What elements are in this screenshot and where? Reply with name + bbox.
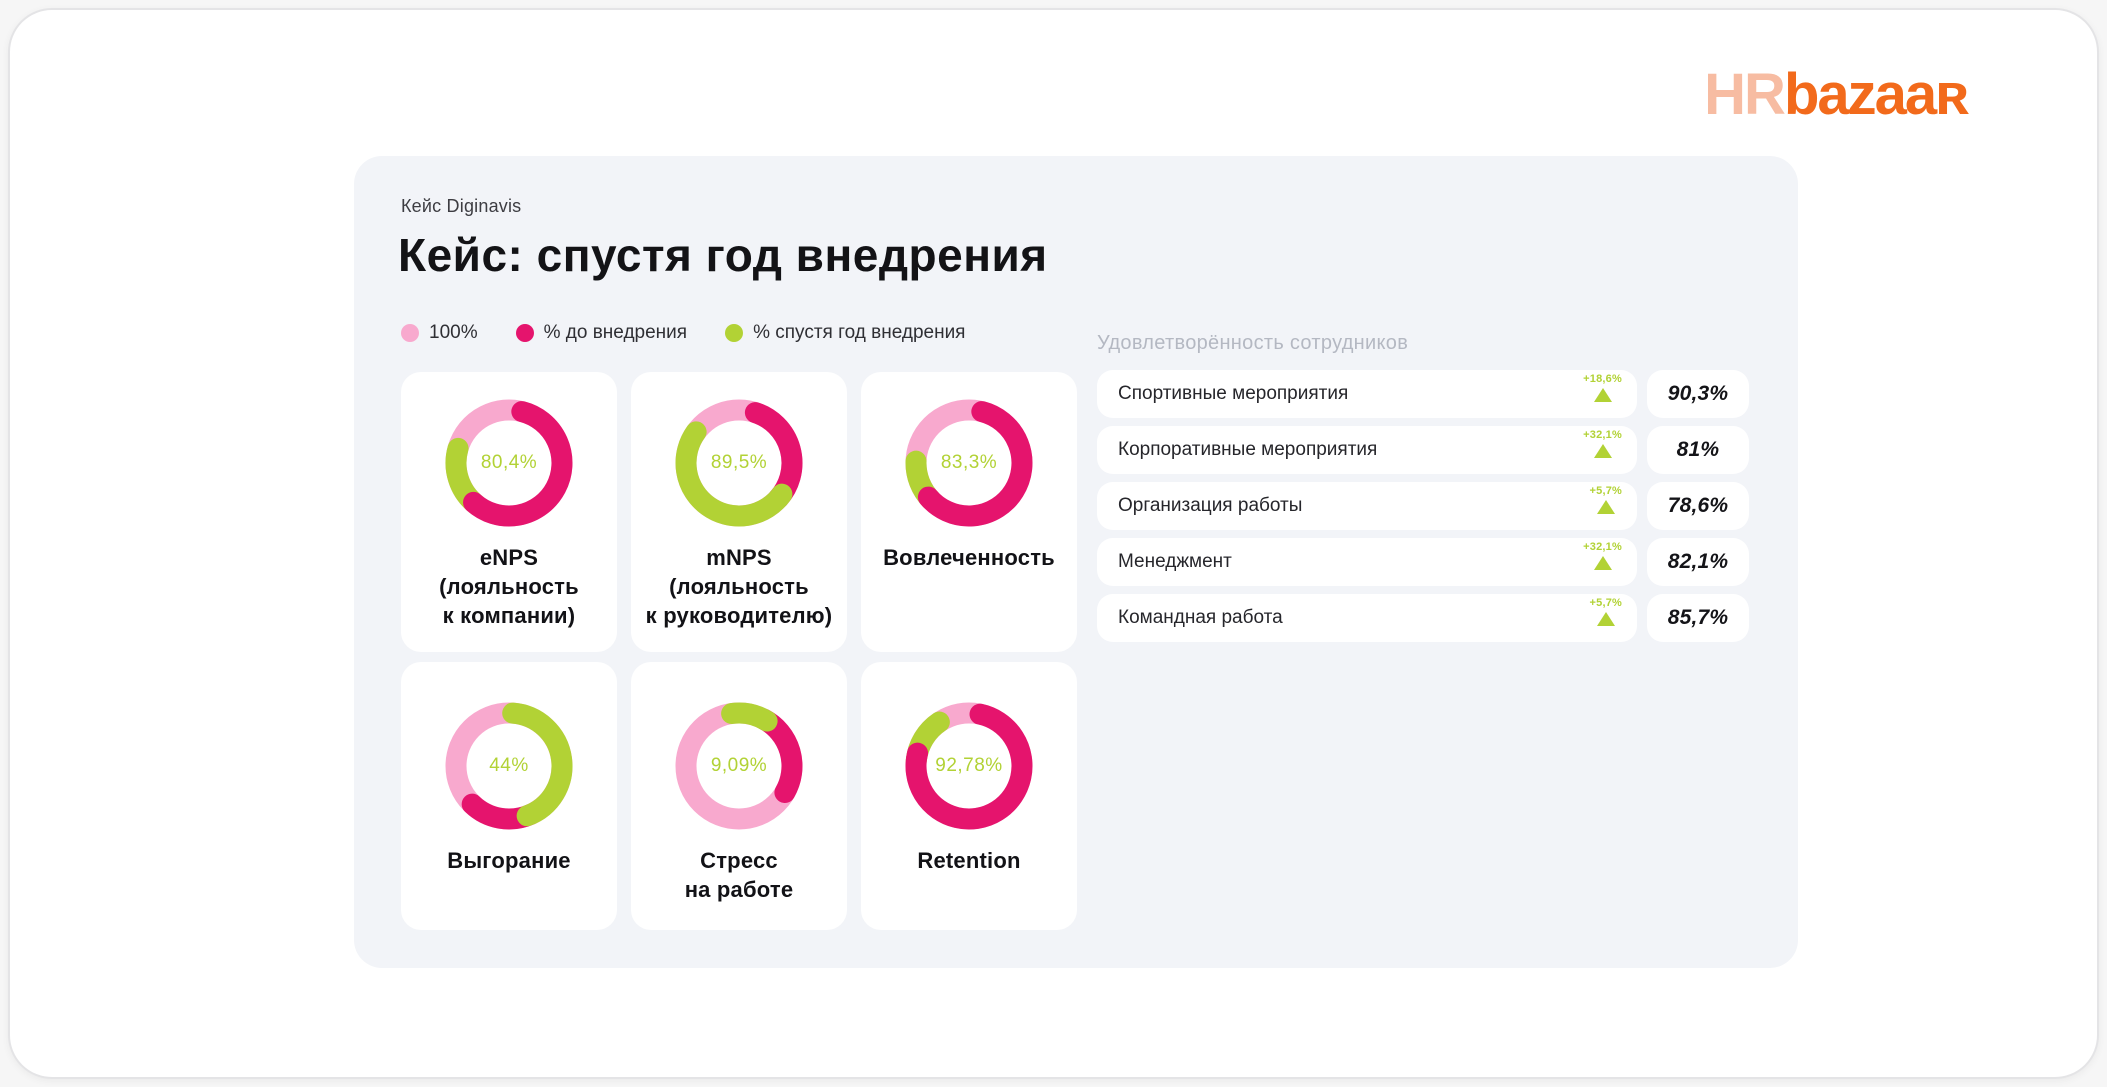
metric-tile-retention: 92,78% Retention [861,662,1077,930]
logo-hr-part: HR [1704,62,1786,127]
delta-value: +18,6% [1583,373,1622,385]
metric-title-line: к руководителю) [645,603,833,629]
metric-title-line: на работе [684,877,794,903]
metric-tile-mnps: 89,5% mNPS (лояльность к руководителю) [631,372,847,652]
metric-title-line: Выгорание [447,848,571,873]
satisfaction-row-delta: +18,6% [1583,374,1622,402]
delta-value: +5,7% [1589,597,1622,609]
metric-title-line: к компании) [442,603,576,629]
legend-dot-green [725,324,744,342]
donut-chart-stress: 9,09% [675,702,803,830]
metric-title: eNPS (лояльность к компании) [439,543,579,630]
trend-up-icon [1596,612,1615,626]
donut-chart-burnout: 44% [445,702,573,830]
satisfaction-row-bar: Корпоративные мероприятия +32,1% [1097,426,1637,474]
metric-title-line: Стресс [700,848,778,873]
case-eyebrow: Кейс Diginavis [401,196,522,216]
donut-value-label: 92,78% [935,755,1003,776]
legend-item-before: % до внедрения [515,322,688,344]
hrbazaar-logo: HRbazaaʀ [1704,66,1969,124]
satisfaction-title: Удовлетворённость сотрудников [1097,332,1409,354]
page-title: Кейс: спустя год внедрения [398,229,1048,281]
satisfaction-row-bar: Командная работа +5,7% [1097,594,1637,642]
metric-title: Вовлеченность [883,543,1055,572]
satisfaction-row-label: Спортивные мероприятия [1118,383,1349,404]
trend-up-icon [1596,500,1615,514]
metric-tile-involvement: 83,3% Вовлеченность [861,372,1077,652]
delta-value: +5,7% [1589,485,1622,497]
metric-tile-burnout: 44% Выгорание [401,662,617,930]
legend-dot-pink [401,324,419,342]
donut-chart-retention: 92,78% [905,702,1033,830]
satisfaction-row-delta: +32,1% [1583,430,1622,458]
donut-value-label: 44% [489,755,529,776]
metric-title-line: (лояльность [439,574,579,600]
delta-value: +32,1% [1583,541,1622,553]
legend-label: % спустя год внедрения [753,322,966,343]
satisfaction-value-tile: 85,7% [1647,594,1749,642]
trend-up-icon [1593,444,1612,458]
slide-frame: HRbazaaʀ Кейс Diginavis Кейс: спустя год… [8,8,2099,1079]
metric-title-line: (лояльность [669,574,809,600]
legend-label: 100% [429,322,478,343]
legend-label: % до внедрения [543,322,688,343]
satisfaction-row-label: Корпоративные мероприятия [1118,439,1378,460]
chart-legend: 100% % до внедрения % спустя год внедрен… [401,322,965,344]
satisfaction-value-tile: 90,3% [1647,370,1749,418]
satisfaction-value-tile: 81% [1647,426,1749,474]
donut-chart-mnps: 89,5% [675,399,803,527]
satisfaction-row: Командная работа +5,7% 85,7% [1097,594,1751,642]
satisfaction-row-label: Менеджмент [1118,551,1232,572]
donut-value-label: 80,4% [480,452,538,473]
donut-chart-enps: 80,4% [445,399,573,527]
satisfaction-row: Организация работы +5,7% 78,6% [1097,482,1751,530]
metric-title-line: Вовлеченность [883,545,1055,570]
satisfaction-row: Спортивные мероприятия +18,6% 90,3% [1097,370,1751,418]
delta-value: +32,1% [1583,429,1622,441]
satisfaction-row-bar: Спортивные мероприятия +18,6% [1097,370,1637,418]
case-panel: Кейс Diginavis Кейс: спустя год внедрени… [354,156,1798,968]
metric-title: Retention [917,846,1020,875]
satisfaction-row-label: Организация работы [1118,495,1303,516]
satisfaction-row-delta: +5,7% [1590,486,1623,514]
logo-bazaar-part: bazaaʀ [1783,62,1969,127]
legend-item-after: % спустя год внедрения [725,322,965,344]
donut-grid: 80,4% eNPS (лояльность к компании) 89,5% mNPS… [401,372,1077,930]
metric-tile-enps: 80,4% eNPS (лояльность к компании) [401,372,617,652]
legend-dot-magenta [515,324,534,342]
metric-title-line: Retention [917,848,1021,873]
trend-up-icon [1593,388,1612,402]
metric-title: Выгорание [447,846,571,875]
donut-value-label: 89,5% [710,452,768,473]
donut-value-label: 9,09% [710,755,768,776]
donut-value-label: 83,3% [940,452,998,473]
metric-title-line: eNPS [479,545,539,570]
satisfaction-panel: Удовлетворённость сотрудников Спортивные… [1097,332,1751,642]
metric-title: Стресс на работе [685,846,794,904]
legend-item-total: 100% [401,322,478,344]
satisfaction-row-bar: Менеджмент +32,1% [1097,538,1637,586]
satisfaction-row: Корпоративные мероприятия +32,1% 81% [1097,426,1751,474]
metric-title: mNPS (лояльность к руководителю) [646,543,833,630]
satisfaction-rows: Спортивные мероприятия +18,6% 90,3% Корпора… [1097,370,1751,642]
satisfaction-row-delta: +5,7% [1590,598,1623,626]
satisfaction-value-tile: 82,1% [1647,538,1749,586]
satisfaction-row-delta: +32,1% [1583,542,1622,570]
satisfaction-row-bar: Организация работы +5,7% [1097,482,1637,530]
satisfaction-row-label: Командная работа [1118,607,1283,628]
metric-tile-stress: 9,09% Стресс на работе [631,662,847,930]
donut-chart-involvement: 83,3% [905,399,1033,527]
satisfaction-value-tile: 78,6% [1647,482,1749,530]
trend-up-icon [1593,556,1612,570]
metric-title-line: mNPS [706,545,772,570]
satisfaction-row: Менеджмент +32,1% 82,1% [1097,538,1751,586]
